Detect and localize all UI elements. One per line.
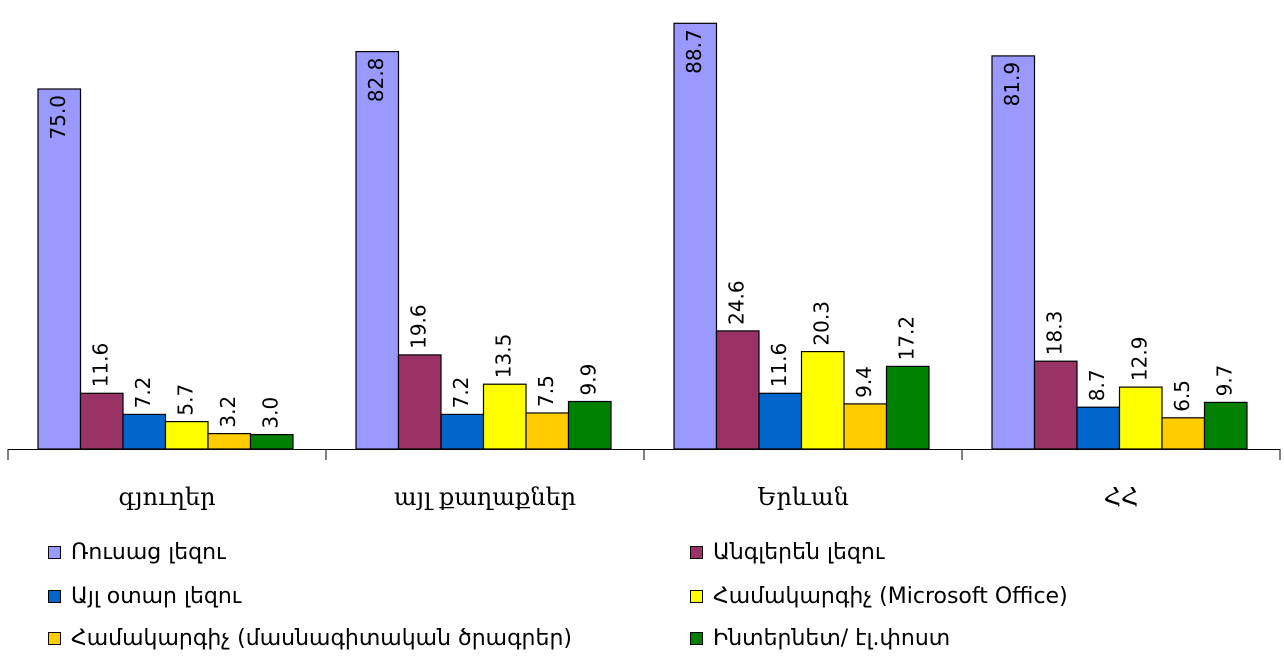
data-label-ms-office-group-1: 5.7 [173,384,197,416]
data-label-other-language-group-4: 8.7 [1085,369,1109,401]
bar-special-software-group-4 [1161,417,1206,450]
bar-english-group-4 [1033,360,1078,450]
data-label-special-software-group-4: 6.5 [1170,380,1194,412]
data-label-ms-office-group-4: 12.9 [1127,337,1151,382]
category-label-3: Երևան [757,483,849,511]
bar-ms-office-group-4 [1118,386,1163,450]
data-label-internet-group-4: 9.7 [1212,365,1236,397]
data-label-special-software-group-3: 9.4 [852,366,876,398]
bar-special-software-group-2 [525,412,570,450]
data-label-english-group-1: 11.6 [88,343,112,388]
bar-internet-group-1 [249,434,294,450]
bar-ms-office-group-1 [164,421,209,450]
data-label-internet-group-1: 3.0 [258,397,282,429]
bar-russian-group-4 [991,55,1036,450]
data-label-english-group-4: 18.3 [1042,311,1066,356]
data-label-russian-group-4: 81.9 [1000,62,1024,107]
bar-internet-group-4 [1203,401,1248,450]
bar-english-group-3 [715,330,760,450]
bar-special-software-group-3 [843,403,888,450]
data-label-ms-office-group-2: 13.5 [491,334,515,379]
data-label-russian-group-3: 88.7 [682,29,706,74]
data-label-english-group-2: 19.6 [406,304,430,349]
bar-ms-office-group-2 [482,383,527,450]
category-label-4: ՀՀ [1104,483,1139,511]
data-label-other-language-group-2: 7.2 [449,377,473,409]
bar-russian-group-1 [37,88,82,450]
category-label-1: գյուղեր [118,483,215,511]
bar-other-language-group-2 [440,413,485,450]
data-label-special-software-group-1: 3.2 [216,396,240,428]
data-label-special-software-group-2: 7.5 [534,375,558,407]
data-label-english-group-3: 24.6 [724,280,748,325]
data-label-russian-group-2: 82.8 [364,58,388,103]
data-label-ms-office-group-3: 20.3 [809,301,833,346]
data-label-russian-group-1: 75.0 [46,95,70,140]
bar-special-software-group-1 [207,433,252,450]
data-label-other-language-group-3: 11.6 [767,343,791,388]
data-label-internet-group-2: 9.9 [576,364,600,396]
bar-other-language-group-1 [122,413,167,450]
bar-russian-group-3 [673,22,718,450]
bar-english-group-1 [79,392,124,450]
bar-other-language-group-3 [758,392,803,450]
data-label-internet-group-3: 17.2 [894,316,918,361]
data-label-other-language-group-1: 7.2 [131,377,155,409]
bar-english-group-2 [397,354,442,450]
bar-other-language-group-4 [1076,406,1121,450]
bar-internet-group-3 [885,365,930,450]
bar-internet-group-2 [567,400,612,450]
category-label-2: այլ քաղաքներ [394,483,576,511]
bar-russian-group-2 [355,50,400,450]
bar-ms-office-group-3 [800,351,845,450]
